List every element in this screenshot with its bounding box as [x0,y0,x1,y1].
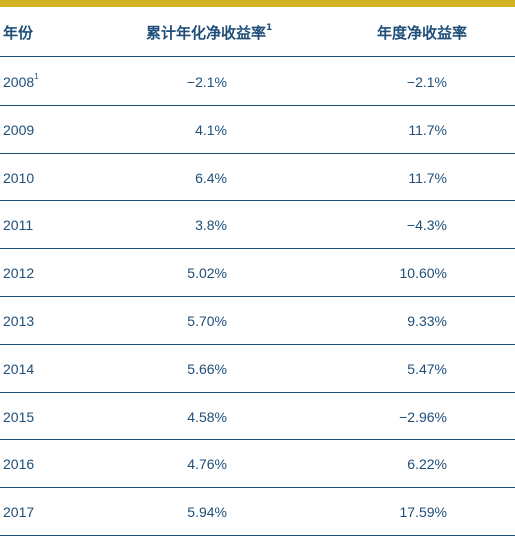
annual-return-cell: −2.96% [399,408,447,425]
header-year: 年份 [3,24,34,42]
table-row: 2013 5.70% 9.33% [0,297,515,345]
year-value: 2013 [3,313,35,329]
year-cell: 2015 [3,409,34,425]
cumulative-return-cell: 5.70% [187,313,227,329]
year-value: 2016 [3,456,35,473]
cumulative-return-cell: 3.8% [195,217,227,234]
cumulative-return-cell: 4.1% [195,121,227,138]
year-value: 2014 [3,360,35,377]
header-cumulative-footnote: 1 [266,23,273,33]
annual-return-cell: 17.59% [399,504,447,521]
annual-return-cell: 11.7% [408,169,447,186]
annual-return-cell: 9.33% [407,313,447,329]
annual-return-cell: 11.7% [408,121,447,138]
year-value: 2017 [3,504,35,521]
year-value: 2008 [3,74,35,90]
year-value: 2012 [3,265,35,282]
annual-return-cell: 6.22% [407,456,447,473]
table-row: 2010 6.4% 11.7% [0,154,515,202]
year-value: 2010 [3,169,35,186]
table-row: 2009 4.1% 11.7% [0,106,515,154]
year-value: 2015 [3,408,35,425]
table-row: 2012 5.02% 10.60% [0,249,515,297]
year-cell: 2011 [3,217,33,233]
cumulative-return-cell: 5.66% [187,360,227,377]
year-cell: 2012 [3,265,34,281]
year-cell: 2017 [3,504,34,520]
year-value: 2009 [3,121,35,138]
annual-return-cell: 5.47% [407,360,447,377]
year-cell: 2010 [3,170,34,186]
year-footnote: 1 [34,72,39,82]
table-row: 2014 5.66% 5.47% [0,345,515,393]
year-cell: 2013 [3,313,34,329]
year-cell: 2014 [3,361,34,377]
annual-return-cell: 10.60% [399,265,447,282]
table-row: 2017 5.94% 17.59% [0,488,515,536]
year-cell: 2009 [3,122,34,138]
year-value: 2011 [3,217,34,234]
cumulative-return-cell: 6.4% [195,169,227,186]
table-row: 20081 −2.1% −2.1% [0,58,515,106]
accent-top-bar [0,0,515,7]
table-row: 2016 4.76% 6.22% [0,440,515,489]
annual-return-cell: −2.1% [406,74,447,90]
header-cumulative-label: 累计年化净收益率 [146,24,267,42]
table-row: 2015 4.58% −2.96% [0,393,515,441]
header-annual-return: 年度净收益率 [377,24,468,42]
year-cell: 2016 [3,456,34,472]
cumulative-return-cell: 4.58% [187,408,227,425]
cumulative-return-cell: −2.1% [186,74,227,90]
header-cumulative-return: 累计年化净收益率1 [146,22,272,43]
table-row: 2011 3.8% −4.3% [0,201,515,250]
cumulative-return-cell: 5.02% [187,265,227,282]
cumulative-return-cell: 5.94% [187,504,227,521]
year-cell: 20081 [3,72,39,90]
cumulative-return-cell: 4.76% [187,456,227,473]
table-header-row: 年份 累计年化净收益率1 年度净收益率 [0,7,515,57]
annual-return-cell: −4.3% [406,217,447,234]
